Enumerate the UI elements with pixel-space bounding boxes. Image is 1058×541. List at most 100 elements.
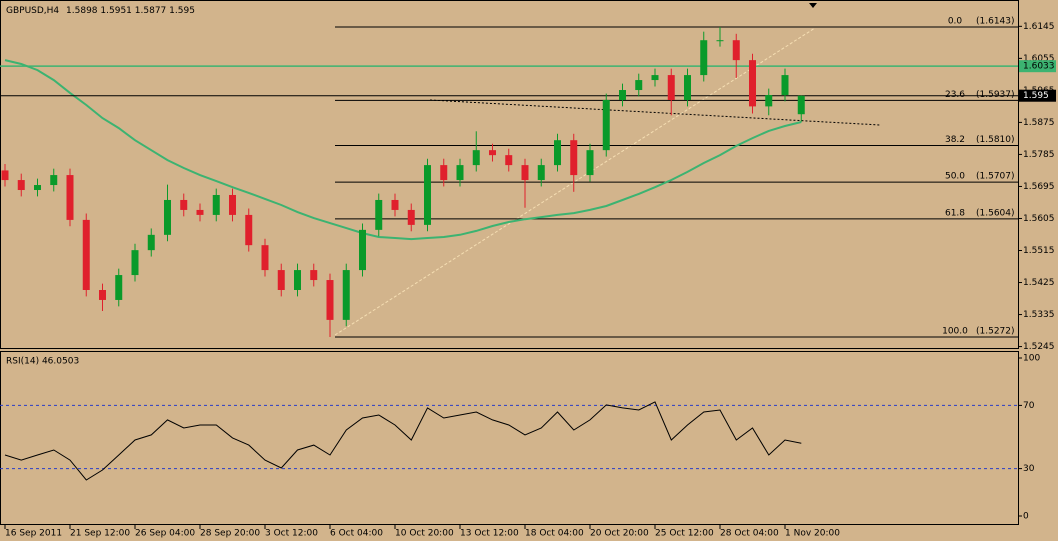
rsi-title: RSI(14) 46.0503 <box>6 357 79 367</box>
fib-ratio: 61.8 <box>945 208 965 218</box>
candle-body <box>229 194 236 215</box>
current-price-label: 1.595 <box>1023 91 1049 101</box>
x-tick-label: 13 Oct 12:00 <box>460 529 519 539</box>
trend-line <box>429 99 881 126</box>
candle-body <box>359 229 366 271</box>
candle-body <box>17 180 25 191</box>
x-tick-label: 16 Sep 2011 <box>5 529 62 539</box>
candle-body <box>537 165 545 181</box>
x-tick-label: 6 Oct 04:00 <box>330 529 383 539</box>
symbol: GBPUSD,H4 <box>6 6 59 16</box>
candle-body <box>619 90 626 100</box>
x-tick-label: 28 Oct 04:00 <box>720 529 779 539</box>
horizontal-line-label: 1.6033 <box>1023 62 1055 72</box>
moving-average <box>4 59 802 241</box>
x-tick-label: 28 Sep 20:00 <box>200 529 260 539</box>
y-tick-label: 1.5785 <box>1023 150 1055 160</box>
shift-marker <box>809 3 817 8</box>
candle-body <box>180 199 188 210</box>
rsi-y-tick-label: 30 <box>1023 464 1035 474</box>
close: 1.595 <box>169 6 195 16</box>
fib-price: (1.5810) <box>976 135 1015 145</box>
chart-header: GBPUSD,H4 1.5898 1.5951 1.5877 1.595 <box>6 6 195 16</box>
candle-body <box>407 209 415 225</box>
low: 1.5877 <box>135 6 167 16</box>
fib-ratio: 50.0 <box>945 172 965 182</box>
price-panel <box>0 0 1019 349</box>
candle-body <box>212 194 220 215</box>
x-tick-label: 1 Nov 20:00 <box>785 529 840 539</box>
y-tick-label: 1.5515 <box>1023 246 1055 256</box>
candle-body <box>489 150 496 156</box>
candle-body <box>115 275 123 300</box>
current-price-box <box>1019 89 1056 102</box>
candle-body <box>164 199 171 235</box>
candle-body <box>99 290 106 300</box>
y-tick-label: 1.6145 <box>1023 22 1055 32</box>
y-tick-label: 1.5605 <box>1023 214 1055 224</box>
x-tick-label: 25 Oct 12:00 <box>655 529 714 539</box>
y-tick-label: 1.5695 <box>1023 182 1055 192</box>
candle-body <box>554 140 561 166</box>
candle-body <box>147 234 155 251</box>
y-tick-label: 1.5335 <box>1023 310 1055 320</box>
rsi-line <box>4 401 802 481</box>
candle-body <box>797 95 805 115</box>
fib-price: (1.5937) <box>976 90 1015 100</box>
fib-ratio: 23.6 <box>945 90 965 100</box>
fib-price: (1.5707) <box>976 172 1015 182</box>
fib-ratio: 38.2 <box>945 135 965 145</box>
fib-price: (1.6143) <box>976 17 1015 27</box>
candle-body <box>456 165 464 181</box>
y-tick-label: 1.5425 <box>1023 278 1055 288</box>
candle-body <box>196 209 204 215</box>
candle-body <box>326 280 334 320</box>
candle-body <box>732 40 740 61</box>
candle-body <box>391 199 399 210</box>
x-tick-label: 21 Sep 12:00 <box>70 529 130 539</box>
candle-body <box>34 185 41 191</box>
rsi-y-tick-label: 0 <box>1023 511 1029 521</box>
candle-body <box>651 75 659 81</box>
candle-body <box>521 165 529 181</box>
candle-body <box>505 155 513 166</box>
candle-body <box>472 150 480 166</box>
rsi-y-tick-label: 70 <box>1023 401 1035 411</box>
y-tick-label: 1.6055 <box>1023 54 1055 64</box>
x-tick-label: 10 Oct 20:00 <box>395 529 454 539</box>
candle-body <box>684 75 691 100</box>
x-tick-label: 26 Sep 04:00 <box>135 529 195 539</box>
candle-body <box>342 270 350 320</box>
candle-body <box>1 170 9 181</box>
y-tick-label: 1.5245 <box>1023 342 1055 352</box>
x-tick-label: 18 Oct 04:00 <box>525 529 584 539</box>
x-tick-label: 3 Oct 12:00 <box>265 529 318 539</box>
candle-body <box>586 150 594 176</box>
candle-body <box>781 75 789 96</box>
candle-body <box>424 165 431 225</box>
candle-body <box>277 270 285 290</box>
candle-body <box>635 80 643 91</box>
open: 1.5898 <box>66 6 98 16</box>
candle-body <box>716 40 724 42</box>
rsi-y-tick-label: 100 <box>1023 354 1040 364</box>
y-tick-label: 1.5875 <box>1023 118 1055 128</box>
candle-body <box>700 40 708 76</box>
candle-body <box>749 60 756 107</box>
candle-body <box>375 199 383 230</box>
candle-body <box>261 245 269 271</box>
horizontal-line-box <box>1019 60 1056 73</box>
candle-body <box>245 214 253 246</box>
fib-ratio: 100.0 <box>942 326 968 336</box>
candle-body <box>667 75 675 100</box>
x-tick-label: 20 Oct 20:00 <box>590 529 649 539</box>
candle-body <box>131 250 139 276</box>
fib-price: (1.5272) <box>976 326 1015 336</box>
candle-body <box>570 140 578 176</box>
candle-body <box>66 175 74 220</box>
fib-ratio: 0.0 <box>948 17 963 27</box>
candle-body <box>82 219 90 290</box>
